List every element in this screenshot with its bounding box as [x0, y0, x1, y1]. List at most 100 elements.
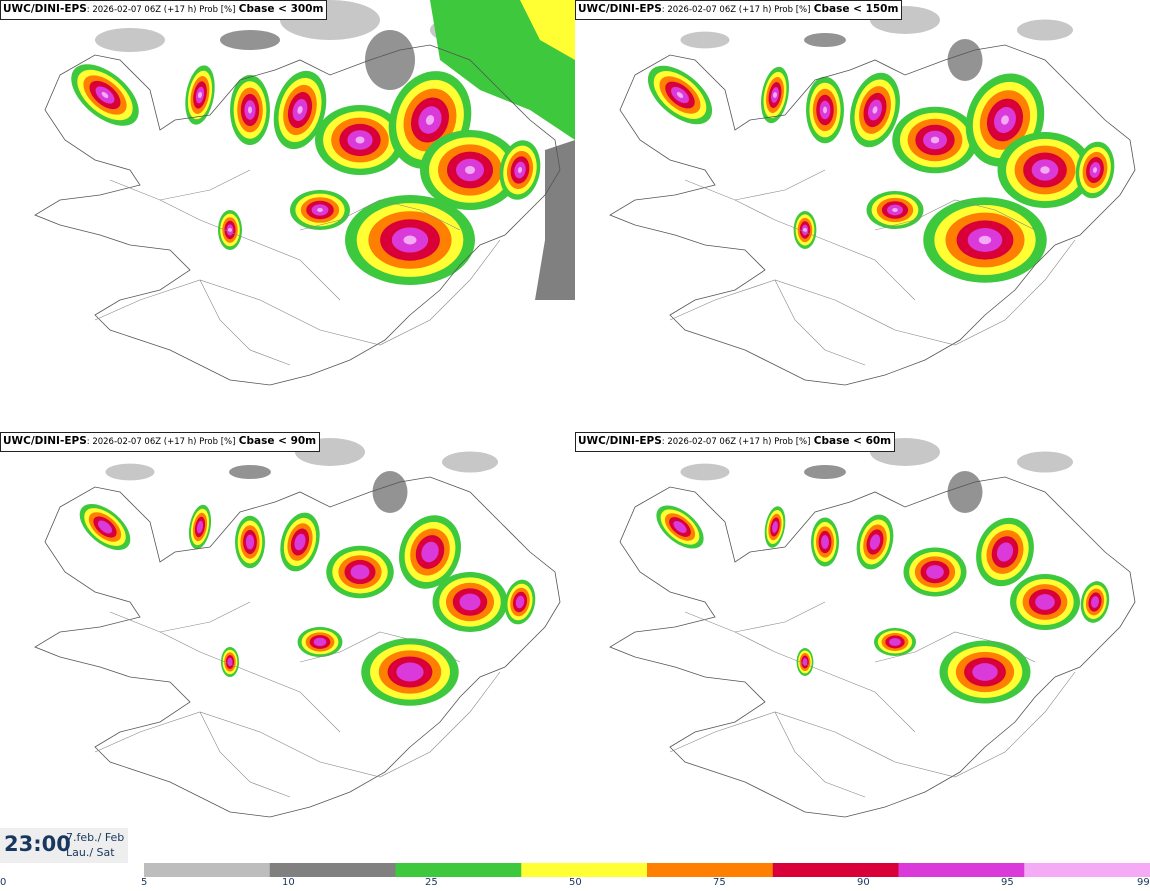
tick-label: 10 [282, 877, 295, 888]
panel-title-300m: UWC/DINI-EPS: 2026-02-07 06Z (+17 h) Pro… [0, 0, 328, 20]
model-name: UWC/DINI-EPS [3, 435, 87, 447]
colorbar-segment [521, 863, 648, 877]
probability-area [673, 520, 687, 534]
valid-time: 23:00 [4, 832, 71, 856]
cloud-area [229, 465, 271, 479]
road-line [669, 239, 1076, 346]
probability-area [872, 106, 878, 114]
colorbar-segment [269, 863, 396, 877]
probability-area [1001, 115, 1009, 125]
probability-area [245, 534, 255, 550]
panel-title-150m: UWC/DINI-EPS: 2026-02-07 06Z (+17 h) Pro… [575, 0, 903, 20]
probability-area [1035, 594, 1055, 610]
run-info: : 2026-02-07 06Z (+17 h) Prob [%] [661, 437, 811, 447]
probability-area [1091, 596, 1099, 608]
colorbar-ticks: 0 5 10 25 50 75 90 95 99 [0, 877, 1150, 891]
probability-area [350, 564, 370, 580]
map-panel-150m: UWC/DINI-EPS: 2026-02-07 06Z (+17 h) Pro… [575, 0, 1150, 430]
probability-area [421, 541, 439, 563]
colorbar-segment [144, 863, 271, 877]
road-line [94, 239, 501, 346]
road-line [774, 279, 866, 366]
colorbar-segment [898, 863, 1025, 877]
road-line [159, 631, 341, 733]
cloud-area [95, 28, 165, 52]
cloud-area [947, 471, 983, 513]
road-line [199, 279, 291, 366]
probability-area [294, 533, 306, 551]
threshold-label: Cbase < 60m [813, 435, 892, 447]
probability-area [101, 91, 109, 99]
probability-area [515, 595, 525, 609]
probability-area [425, 115, 435, 125]
map-panel-60m: UWC/DINI-EPS: 2026-02-07 06Z (+17 h) Pro… [575, 432, 1150, 862]
probability-area [772, 92, 778, 98]
threshold-label: Cbase < 300m [238, 3, 324, 15]
valid-date: 7.feb./ Feb [66, 831, 125, 844]
probability-area [802, 658, 808, 666]
probability-area [465, 166, 475, 174]
probability-area [772, 521, 778, 533]
tick-label: 0 [0, 877, 7, 888]
threshold-label: Cbase < 90m [238, 435, 317, 447]
road-line [109, 169, 251, 201]
probability-area [972, 663, 998, 681]
coastline [609, 476, 1136, 818]
model-name: UWC/DINI-EPS [578, 435, 662, 447]
iceland-map-60m [609, 438, 1136, 818]
cloud-area [105, 463, 155, 481]
cloud-area [1017, 19, 1073, 41]
probability-area [355, 136, 365, 144]
probability-area [978, 235, 992, 245]
colorbar-segment [647, 863, 774, 877]
probability-area [1092, 167, 1098, 173]
colorbar-segment [772, 863, 899, 877]
probability-area [196, 520, 204, 534]
run-info: : 2026-02-07 06Z (+17 h) Prob [%] [661, 5, 811, 15]
probability-area [996, 542, 1014, 562]
probability-area [459, 593, 481, 611]
run-info: : 2026-02-07 06Z (+17 h) Prob [%] [86, 5, 236, 15]
tick-label: 25 [425, 877, 438, 888]
road-line [299, 631, 461, 663]
probability-area [869, 534, 881, 550]
model-name: UWC/DINI-EPS [3, 3, 87, 15]
cloud-area [680, 31, 730, 49]
colorbar-segment [395, 863, 522, 877]
map-panel-300m: UWC/DINI-EPS: 2026-02-07 06Z (+17 h) Pro… [0, 0, 575, 430]
valid-time-box: 23:00 7.feb./ Feb Lau./ Sat [0, 828, 128, 863]
road-line [109, 601, 251, 633]
road-line [94, 671, 501, 778]
cloud-area [804, 33, 846, 47]
probability-area [228, 228, 232, 232]
probability-area [1040, 166, 1050, 174]
probability-area [930, 136, 940, 144]
cloud-area [947, 39, 983, 81]
probability-colorbar [144, 863, 1150, 877]
road-line [734, 631, 916, 733]
iceland-map-300m [34, 0, 575, 386]
probability-area [297, 106, 303, 114]
probability-area [520, 0, 575, 60]
cloud-area [220, 30, 280, 50]
iceland-map-90m [34, 438, 561, 818]
road-line [774, 711, 866, 798]
cloud-area [535, 140, 575, 300]
probability-area [823, 106, 827, 114]
cloud-area [365, 30, 415, 90]
probability-area [821, 535, 829, 549]
road-line [299, 199, 461, 231]
probability-area [317, 208, 323, 212]
model-name: UWC/DINI-EPS [578, 3, 662, 15]
probability-area [926, 565, 944, 579]
cloud-area [442, 451, 498, 473]
probability-area [396, 662, 424, 682]
tick-label: 5 [141, 877, 148, 888]
coastline [609, 44, 1136, 386]
probability-area [517, 167, 523, 173]
road-line [684, 601, 826, 633]
map-panel-90m: UWC/DINI-EPS: 2026-02-07 06Z (+17 h) Pro… [0, 432, 575, 862]
tick-label: 50 [569, 877, 582, 888]
road-line [684, 169, 826, 201]
probability-area [403, 235, 417, 245]
